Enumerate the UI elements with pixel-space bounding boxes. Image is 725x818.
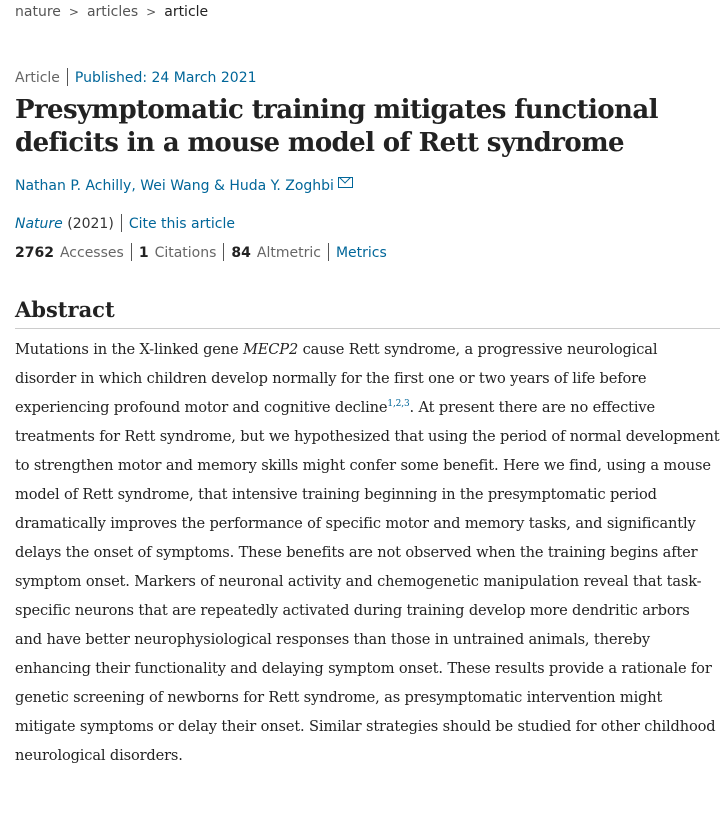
journal-name[interactable]: Nature	[15, 216, 63, 232]
page-title: Presymptomatic training mitigates functi…	[15, 95, 658, 158]
abstract-part: Mutations in the X-linked gene	[15, 341, 243, 358]
email-icon[interactable]	[337, 177, 353, 188]
breadcrumb: nature > articles > article	[15, 0, 720, 24]
abstract-heading: Abstract	[15, 297, 720, 329]
gene-name: MECP2	[243, 341, 299, 358]
cite-link[interactable]: Cite this article	[128, 216, 235, 232]
abstract-text: Mutations in the X-linked gene MECP2 cau…	[15, 335, 720, 770]
article-type: Article	[15, 70, 60, 86]
accesses-label: Accesses	[59, 245, 124, 261]
chevron-right-icon: >	[68, 5, 79, 19]
article-meta: Article Published: 24 March 2021	[15, 68, 720, 88]
citations-label: Citations	[154, 245, 217, 261]
author-list: Nathan P. Achilly, Wei Wang & Huda Y. Zo…	[15, 176, 720, 196]
metrics-link[interactable]: Metrics	[335, 245, 387, 261]
altmetric-count: 84	[231, 245, 251, 261]
chevron-right-icon: >	[146, 5, 157, 19]
journal-year: (2021)	[67, 216, 114, 232]
divider	[120, 214, 122, 232]
reference-links[interactable]: 1,2,3	[387, 399, 410, 410]
breadcrumb-articles[interactable]: articles	[86, 4, 139, 20]
divider	[66, 68, 68, 86]
accesses-count: 2762	[15, 245, 54, 261]
authors-link[interactable]: Nathan P. Achilly, Wei Wang & Huda Y. Zo…	[15, 178, 334, 194]
abstract-part: . At present there are no effective trea…	[15, 399, 720, 764]
divider	[327, 243, 329, 261]
breadcrumb-article: article	[164, 4, 209, 20]
abstract-part: cause Rett syndrome, a progressive neuro…	[15, 341, 658, 416]
metrics-bar: 2762 Accesses 1 Citations 84 Altmetric Metrics	[15, 243, 720, 263]
altmetric-label: Altmetric	[256, 245, 321, 261]
journal-info: Nature (2021) Cite this article	[15, 214, 720, 234]
divider	[130, 243, 132, 261]
citations-count: 1	[138, 245, 149, 261]
breadcrumb-nature[interactable]: nature	[15, 4, 61, 20]
published-date: Published: 24 March 2021	[74, 70, 257, 86]
divider	[223, 243, 225, 261]
